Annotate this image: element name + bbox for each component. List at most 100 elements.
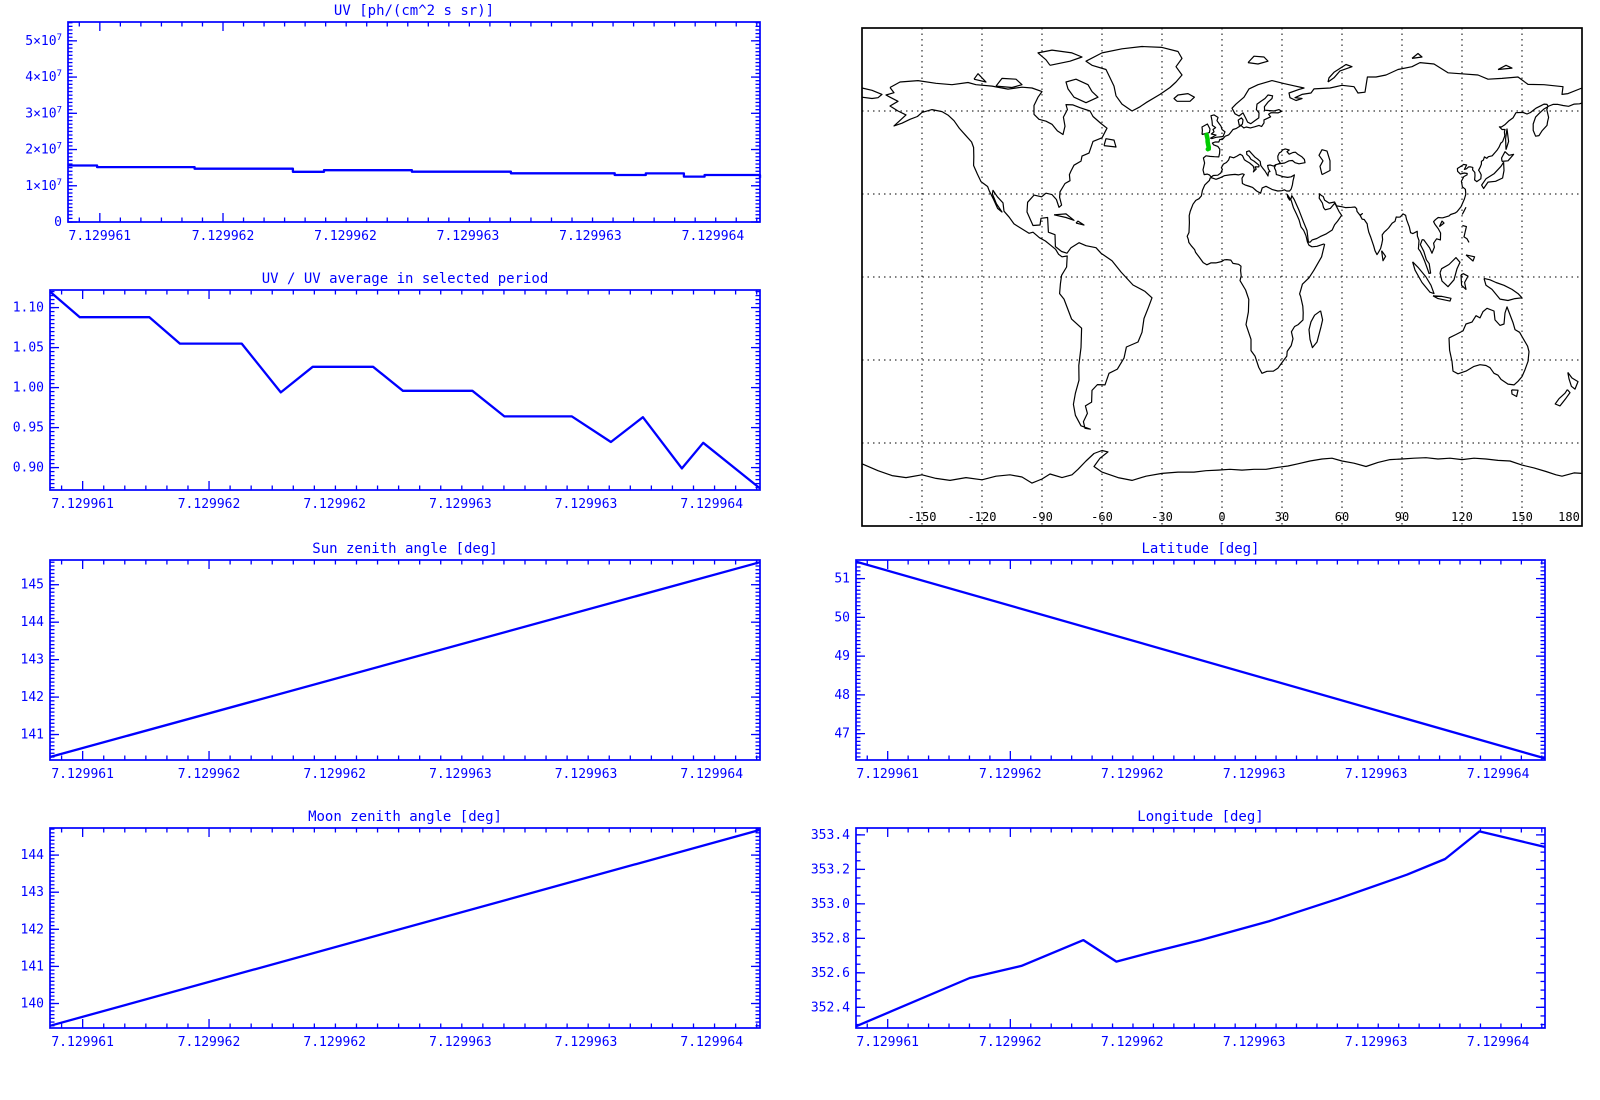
coastline xyxy=(1381,250,1387,262)
x-tick-label: 7.129963 xyxy=(1223,1035,1286,1050)
map-lon-label: -90 xyxy=(1031,510,1053,524)
x-tick-label: 7.129964 xyxy=(680,497,743,512)
coastline xyxy=(1085,45,1183,112)
coastline xyxy=(1465,254,1476,262)
coastline xyxy=(1065,78,1099,104)
map-lon-label: -30 xyxy=(1151,510,1173,524)
coastline xyxy=(1327,63,1353,83)
chart-title: Sun zenith angle [deg] xyxy=(312,541,497,557)
map-lon-label: -60 xyxy=(1091,510,1113,524)
x-tick-label: 7.129964 xyxy=(1467,767,1530,782)
coastline xyxy=(1554,389,1571,407)
map-lon-label: -150 xyxy=(908,510,937,524)
y-tick-label: 4×107 xyxy=(25,69,62,85)
axis-ticks xyxy=(50,290,760,490)
x-tick-label: 7.129963 xyxy=(437,229,500,244)
moon-zenith-series-line xyxy=(49,828,761,1027)
y-tick-label: 141 xyxy=(21,959,44,974)
y-tick-label: 353.0 xyxy=(811,897,850,912)
x-tick-label: 7.129962 xyxy=(178,497,241,512)
map-lon-label: 60 xyxy=(1335,510,1349,524)
axis-ticks xyxy=(68,22,760,223)
coastline xyxy=(973,73,987,83)
x-tick-label: 7.129962 xyxy=(314,229,377,244)
x-tick-label: 7.129962 xyxy=(979,767,1042,782)
x-tick-label: 7.129962 xyxy=(303,1035,366,1050)
x-tick-label: 7.129961 xyxy=(69,229,132,244)
y-tick-label: 142 xyxy=(21,690,44,705)
x-tick-label: 7.129963 xyxy=(1223,767,1286,782)
y-tick-label: 3×107 xyxy=(25,105,62,121)
sun-zenith-series-line xyxy=(49,561,761,759)
coastline xyxy=(1505,128,1510,150)
coastline xyxy=(1318,149,1331,176)
chart-title: Moon zenith angle [deg] xyxy=(308,809,502,825)
chart-title: UV / UV average in selected period xyxy=(262,271,549,287)
y-tick-label: 145 xyxy=(21,578,44,593)
map-lon-label: 120 xyxy=(1451,510,1473,524)
coastline xyxy=(1201,123,1211,136)
coastline xyxy=(885,80,1153,430)
map-lon-label: 150 xyxy=(1511,510,1533,524)
y-tick-label: 352.6 xyxy=(811,966,850,981)
map-lon-label: -120 xyxy=(968,510,997,524)
coastline xyxy=(995,77,1023,89)
ground-track xyxy=(1204,132,1212,152)
coastline xyxy=(1432,295,1452,302)
axis-ticks xyxy=(50,828,760,1028)
y-tick-label: 48 xyxy=(834,688,850,703)
coastline xyxy=(1053,213,1075,221)
coastline xyxy=(1483,277,1523,302)
chart-title: Longitude [deg] xyxy=(1137,809,1263,825)
x-tick-label: 7.129962 xyxy=(1101,767,1164,782)
y-tick-label: 1.00 xyxy=(13,381,44,396)
y-tick-label: 353.4 xyxy=(811,828,850,843)
chart-title: Latitude [deg] xyxy=(1141,541,1259,557)
plot-frame xyxy=(49,289,761,491)
y-tick-label: 1.05 xyxy=(13,341,44,356)
y-tick-label: 0 xyxy=(54,215,62,230)
chart-longitude: Longitude [deg] 352.4 352.6 352.8 353.0 353.2… xyxy=(811,809,1546,1050)
uv-series-line xyxy=(68,164,762,178)
y-tick-label: 1.10 xyxy=(13,301,44,316)
ratio-series-line xyxy=(49,290,761,490)
x-tick-label: 7.129961 xyxy=(51,497,114,512)
coastline xyxy=(1075,220,1085,226)
map-graticule xyxy=(862,28,1582,526)
x-tick-label: 7.129963 xyxy=(559,229,622,244)
coastlines xyxy=(861,45,1583,484)
chart-uv: UV [ph/(cm^2 s sr)] 0 1×107 2×107 3×107 4×107… xyxy=(25,3,762,244)
y-tick-label: 0.95 xyxy=(13,421,44,436)
y-tick-label: 352.8 xyxy=(811,931,850,946)
coastline xyxy=(1462,224,1470,243)
world-map: -150 -120 -90 -60 -30 0 30 60 90 120 150 180 xyxy=(861,27,1583,527)
coastline xyxy=(1501,151,1515,162)
plot-frame xyxy=(67,21,761,223)
axis-ticks xyxy=(50,560,760,760)
latitude-series-line xyxy=(855,560,1546,760)
y-tick-label: 352.4 xyxy=(811,1000,850,1015)
map-lon-label: 180 xyxy=(1558,510,1580,524)
x-tick-label: 7.129961 xyxy=(856,1035,919,1050)
x-tick-label: 7.129964 xyxy=(680,767,743,782)
x-tick-label: 7.129963 xyxy=(429,767,492,782)
y-tick-label: 143 xyxy=(21,885,44,900)
x-tick-label: 7.129962 xyxy=(303,497,366,512)
coastline xyxy=(1438,220,1445,228)
coastline xyxy=(1186,62,1583,374)
chart-title: UV [ph/(cm^2 s sr)] xyxy=(334,3,494,19)
plot-frame xyxy=(49,827,761,1029)
x-tick-label: 7.129962 xyxy=(1101,1035,1164,1050)
x-tick-label: 7.129963 xyxy=(555,1035,618,1050)
coastline xyxy=(1412,261,1435,295)
x-tick-label: 7.129962 xyxy=(178,1035,241,1050)
coastline xyxy=(861,87,883,100)
y-tick-label: 144 xyxy=(21,615,45,630)
coastline xyxy=(1567,372,1579,390)
coastline xyxy=(1461,207,1467,215)
y-tick-label: 144 xyxy=(21,848,45,863)
x-tick-label: 7.129963 xyxy=(429,497,492,512)
coastline xyxy=(861,449,1583,484)
